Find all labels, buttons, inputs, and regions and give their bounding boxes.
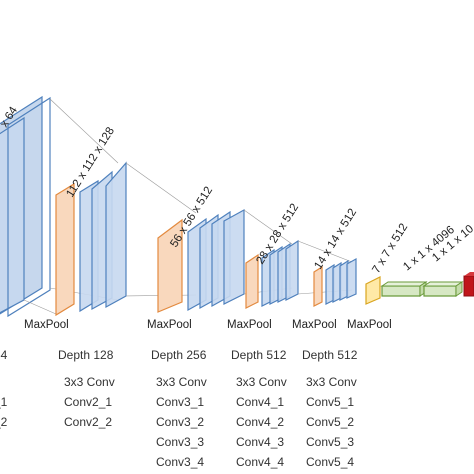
maxpool-label-5: MaxPool: [347, 319, 392, 331]
fc1-bar: [381, 285, 421, 297]
layer-label: Conv3_4: [156, 455, 204, 469]
layer-label: 3x3 Conv: [156, 375, 207, 389]
conv3-block: 56 x 56 x 512: [157, 185, 245, 313]
conv4-slab-4: [285, 239, 299, 301]
conv5-block: 14 x 14 x 512: [312, 207, 359, 307]
depth-label-2: Depth 128: [58, 348, 114, 362]
maxpool-label-4: MaxPool: [292, 319, 337, 331]
column-2: Depth 128 3x3 Conv Conv2_1 Conv2_2: [58, 348, 115, 429]
layer-label: Conv4_2: [236, 415, 284, 429]
column-5: Depth 512 3x3 Conv Conv5_1 Conv5_2 Conv5…: [302, 348, 358, 469]
layer-label: 3x3 Conv: [236, 375, 287, 389]
layer-label: Conv4_4: [236, 455, 284, 469]
layer-label: 3x3 Conv: [64, 375, 115, 389]
conv2-pool-slab: [55, 182, 75, 317]
pool5-slab: [365, 276, 381, 305]
conv1-slab-back-2: [7, 96, 51, 318]
layer-label: _2: [0, 415, 8, 429]
layer-label: Conv5_2: [306, 415, 354, 429]
fc1-bar-top: [380, 281, 428, 287]
column-3: Depth 256 3x3 Conv Conv3_1 Conv3_2 Conv3…: [151, 348, 207, 469]
softmax-bar: [463, 275, 474, 297]
fc2-bar: [423, 285, 457, 297]
maxpool-label-2: MaxPool: [147, 319, 192, 331]
layer-label: Conv5_3: [306, 435, 354, 449]
conv2-slab-3: [105, 161, 127, 309]
column-1: 64 v _1 _2: [0, 348, 8, 429]
layer-label: Conv2_2: [64, 415, 112, 429]
conv5-pool-slab: [313, 265, 323, 307]
layer-label: Conv5_4: [306, 455, 354, 469]
layer-label: Conv5_1: [306, 395, 354, 409]
layer-label: Conv3_1: [156, 395, 204, 409]
softmax-block: [463, 272, 474, 297]
conv1-slab-front: [0, 116, 25, 314]
depth-label-3: Depth 256: [151, 348, 207, 362]
depth-label-1: 64: [0, 348, 8, 362]
maxpool-label-1: MaxPool: [24, 319, 69, 331]
maxpool-label-3: MaxPool: [227, 319, 272, 331]
layer-label: Conv2_1: [64, 395, 112, 409]
softmax-bar-top: [464, 272, 474, 276]
layer-label: Conv4_3: [236, 435, 284, 449]
conv2-block: 112 x 112 x 128: [55, 125, 127, 317]
conv3-slab-4: [223, 208, 245, 305]
conv4-pool-slab: [245, 253, 259, 309]
conv5-slab-4: [346, 257, 357, 299]
conv3-pool-slab: [157, 218, 183, 313]
depth-label-4: Depth 512: [231, 348, 287, 362]
layer-label: 3x3 Conv: [306, 375, 357, 389]
depth-label-5: Depth 512: [302, 348, 358, 362]
conv1-block: x 64: [0, 95, 51, 318]
column-4: Depth 512 3x3 Conv Conv4_1 Conv4_2 Conv4…: [231, 348, 287, 469]
fc2-bar-side: [455, 281, 463, 297]
layer-label: _1: [0, 395, 8, 409]
layer-label: Conv4_1: [236, 395, 284, 409]
layer-label: Conv3_2: [156, 415, 204, 429]
layer-label: Conv3_3: [156, 435, 204, 449]
